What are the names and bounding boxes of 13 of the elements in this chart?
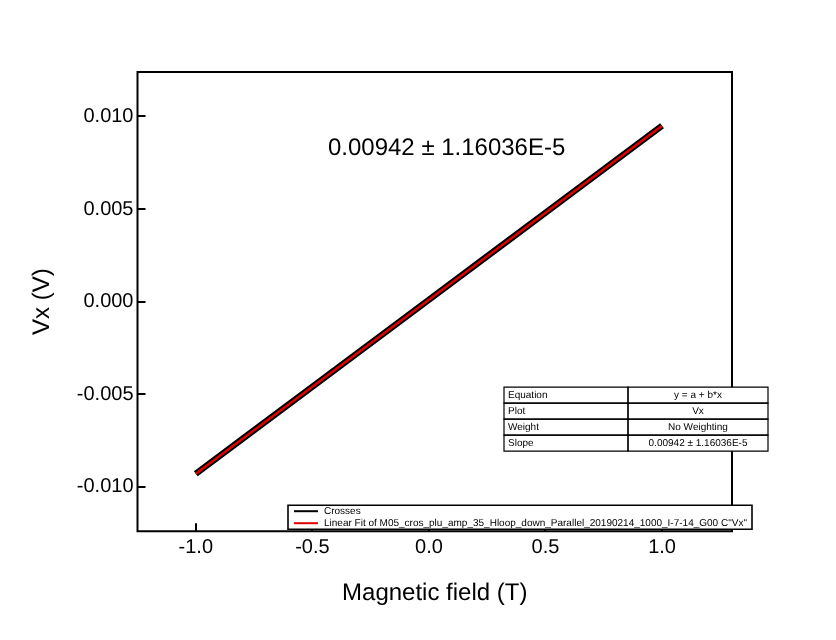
x-axis-title: Magnetic field (T) bbox=[342, 578, 528, 607]
annotation: 0.00942 ± 1.16036E-5 bbox=[327, 132, 566, 161]
y-tick-label: -0.010 bbox=[76, 476, 135, 499]
x-tick-label: 0.5 bbox=[531, 536, 561, 559]
y-axis-title: Vx (V) bbox=[27, 268, 56, 335]
x-tick-label: -1.0 bbox=[178, 536, 214, 559]
y-tick-label: 0.000 bbox=[83, 291, 135, 314]
x-tick-label: 0.0 bbox=[415, 536, 444, 559]
y-tick-label: 0.010 bbox=[83, 105, 135, 128]
x-tick-label: 1.0 bbox=[648, 536, 677, 559]
y-tick-label: -0.005 bbox=[76, 383, 135, 406]
x-tick-label: -0.5 bbox=[295, 536, 331, 559]
y-tick-label: 0.005 bbox=[83, 198, 135, 221]
